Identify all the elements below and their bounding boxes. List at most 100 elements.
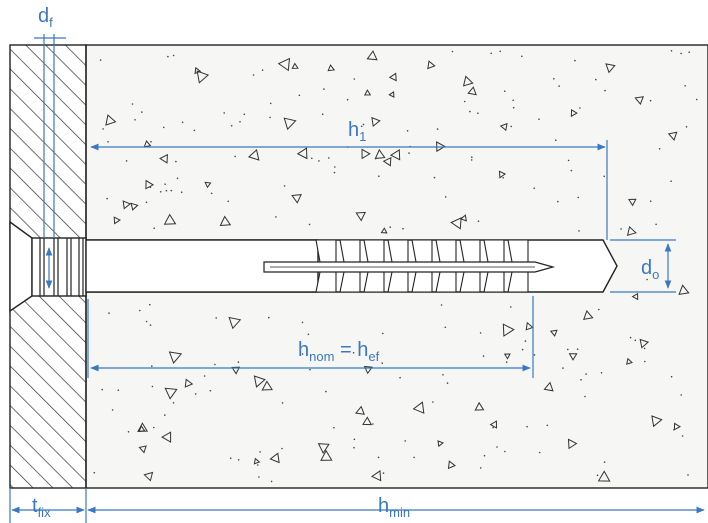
aggregate-triangle	[317, 443, 330, 454]
aggregate-dot	[214, 363, 216, 366]
aggregate-dot	[451, 50, 454, 53]
aggregate-dot	[504, 90, 506, 92]
aggregate-dot	[134, 119, 136, 121]
aggregate-triangle	[673, 422, 682, 431]
plug-fin-upper	[411, 239, 433, 263]
aggregate-triangle	[605, 63, 616, 74]
aggregate-dot	[432, 401, 434, 403]
aggregate-triangle	[489, 420, 498, 429]
plug-fin-lower	[411, 271, 433, 293]
aggregate-triangle	[502, 323, 515, 337]
aggregate-triangle	[164, 387, 178, 400]
aggregate-dot	[381, 362, 384, 365]
aggregate-dot	[603, 175, 605, 178]
aggregate-triangle	[159, 153, 168, 164]
aggregate-dot	[585, 373, 587, 375]
aggregate-dot	[99, 59, 102, 61]
aggregate-triangle	[291, 194, 302, 204]
aggregate-dot	[490, 52, 493, 55]
plug-fin-upper	[363, 239, 385, 263]
aggregate-dot	[406, 130, 409, 132]
aggregate-dot	[164, 414, 166, 416]
aggregate-dot	[93, 471, 96, 474]
aggregate-triangle	[380, 227, 388, 234]
aggregate-dot	[149, 186, 152, 189]
aggregate-dot	[229, 457, 232, 460]
aggregate-triangle	[194, 66, 202, 75]
plug-fin-upper	[459, 239, 481, 263]
plug-fin-lower	[315, 271, 337, 293]
aggregate-triangle	[291, 62, 299, 69]
aggregate-triangle	[363, 89, 372, 96]
aggregate-triangle	[382, 156, 392, 167]
aggregate-triangle	[253, 457, 261, 465]
aggregate-dot	[193, 129, 196, 132]
aggregate-dot	[492, 426, 494, 429]
aggregate-dot	[512, 99, 514, 102]
aggregate-triangle	[626, 225, 637, 237]
aggregate-dot	[649, 99, 652, 102]
aggregate-dot	[620, 228, 622, 230]
aggregate-triangle	[355, 211, 367, 222]
aggregate-dot	[685, 126, 688, 128]
aggregate-triangle	[467, 86, 477, 96]
aggregate-dot	[215, 317, 217, 319]
concrete-aggregate-texture	[93, 50, 698, 483]
aggregate-dot	[578, 230, 580, 232]
aggregate-dot	[307, 333, 310, 336]
aggregate-dot	[658, 148, 661, 150]
aggregate-dot	[553, 78, 555, 80]
aggregate-dot	[687, 474, 689, 476]
aggregate-dot	[510, 125, 512, 128]
aggregate-dot	[533, 354, 536, 356]
aggregate-dot	[151, 385, 154, 388]
aggregate-triangle	[253, 375, 266, 388]
aggregate-triangle	[204, 181, 212, 189]
aggregate-dot	[321, 113, 324, 115]
aggregate-dot	[102, 128, 104, 130]
aggregate-dot	[382, 472, 385, 474]
aggregate-dot	[399, 376, 401, 379]
aggregate-dot	[298, 94, 301, 97]
aggregate-dot	[629, 336, 632, 339]
aggregate-dot	[673, 428, 675, 431]
aggregate-triangle	[525, 321, 534, 331]
aggregate-dot	[504, 450, 506, 453]
aggregate-dot	[281, 402, 284, 404]
aggregate-dot	[649, 200, 652, 202]
plug-fin-upper	[339, 239, 361, 263]
aggregate-triangle	[145, 179, 155, 190]
aggregate-triangle	[196, 70, 210, 84]
aggregate-dot	[167, 55, 169, 58]
aggregate-dot	[283, 185, 286, 187]
aggregate-dot	[389, 226, 392, 228]
aggregate-dot	[505, 361, 508, 363]
aggregate-dot	[149, 324, 152, 326]
aggregate-dot	[172, 402, 175, 404]
aggregate-triangle	[261, 380, 273, 391]
aggregate-dot	[308, 223, 311, 226]
aggregate-dot	[159, 191, 162, 193]
aggregate-triangle	[639, 338, 650, 349]
aggregate-dot	[227, 200, 229, 203]
aggregate-triangle	[570, 109, 578, 118]
aggregate-dot	[580, 379, 582, 381]
aggregate-triangle	[459, 214, 467, 222]
aggregate-dot	[374, 157, 377, 160]
aggregate-dot	[479, 467, 482, 469]
aggregate-triangle	[228, 316, 242, 330]
aggregate-dot	[680, 52, 682, 55]
aggregate-triangle	[597, 470, 611, 482]
plug-fin-upper	[507, 239, 529, 263]
aggregate-triangle	[543, 381, 554, 392]
aggregate-dot	[483, 454, 486, 457]
aggregate-dot	[353, 438, 356, 441]
aggregate-dot	[533, 187, 535, 189]
aggregate-triangle	[355, 405, 365, 415]
aggregate-dot	[153, 227, 155, 229]
aggregate-dot	[579, 107, 581, 109]
aggregate-dot	[172, 54, 175, 57]
aggregate-triangle	[503, 353, 511, 360]
plug-collar	[9, 220, 33, 313]
aggregate-dot	[477, 112, 479, 114]
